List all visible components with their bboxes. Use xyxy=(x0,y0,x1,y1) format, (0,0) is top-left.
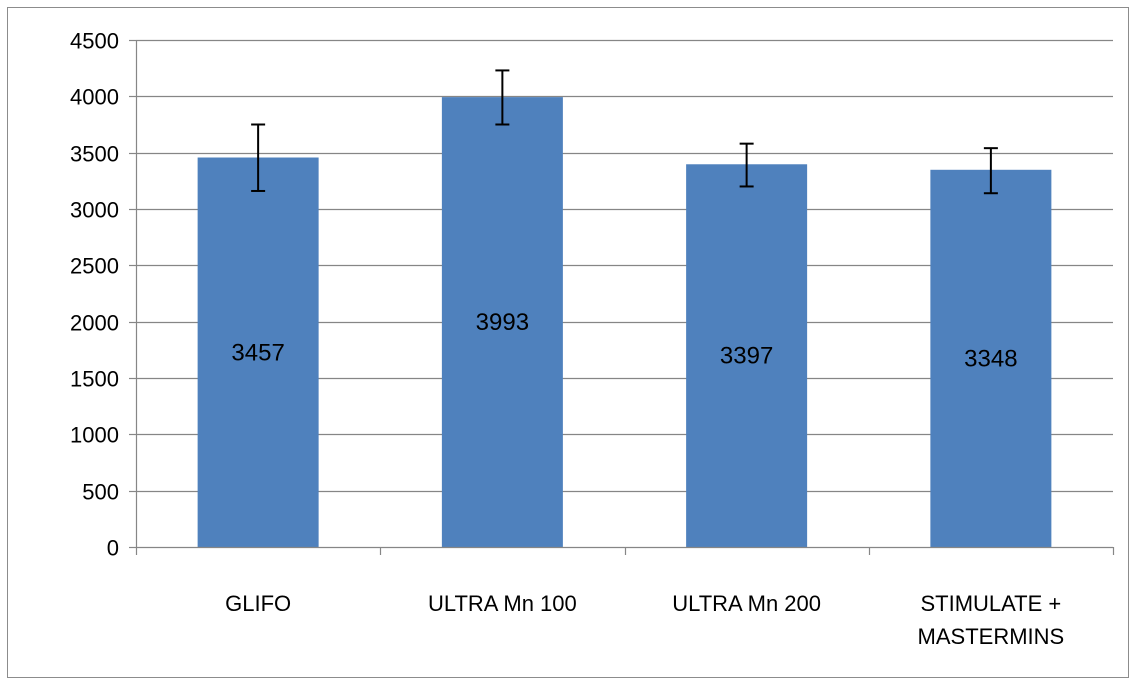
data-label-3: 3348 xyxy=(964,345,1017,372)
y-tick-label: 1500 xyxy=(70,367,119,392)
bar-3 xyxy=(930,169,1052,548)
y-tick-label: 1000 xyxy=(70,423,119,448)
y-tick-label: 3500 xyxy=(70,142,119,167)
y-tick-label: 4000 xyxy=(70,85,119,110)
category-label-0: GLIFO xyxy=(225,591,291,616)
y-tick-label: 2000 xyxy=(70,311,119,336)
y-tick-label: 2500 xyxy=(70,254,119,279)
axes xyxy=(129,39,1115,555)
category-label-2: ULTRA Mn 200 xyxy=(672,591,821,616)
error-bars xyxy=(251,69,998,195)
y-tick-label: 3000 xyxy=(70,198,119,223)
y-tick-label: 4500 xyxy=(70,29,119,54)
bar-2 xyxy=(686,164,808,547)
labels: 0 500 1000 1500 2000 2500 3000 3500 4000 4500 3457… xyxy=(70,29,1064,650)
bar-1 xyxy=(441,97,563,547)
category-label-3: STIMULATE + xyxy=(920,591,1061,616)
y-tick-label: 0 xyxy=(107,536,119,561)
bar-0 xyxy=(197,157,319,547)
category-label-3: MASTERMINS xyxy=(918,624,1065,649)
y-tick-label: 500 xyxy=(82,480,119,505)
data-label-1: 3993 xyxy=(476,309,529,336)
data-label-0: 3457 xyxy=(231,339,284,366)
data-label-2: 3397 xyxy=(720,343,773,370)
category-label-1: ULTRA Mn 100 xyxy=(428,591,577,616)
bars xyxy=(197,97,1052,548)
